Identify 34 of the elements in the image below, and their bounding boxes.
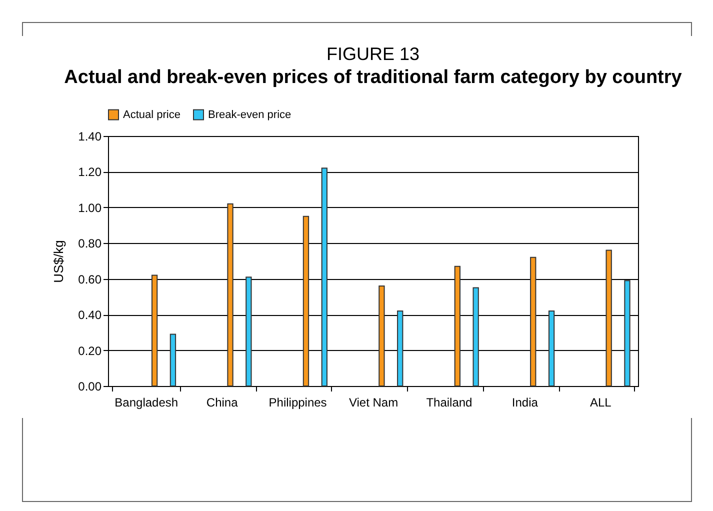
y-tick-label: 0.20 — [78, 344, 102, 358]
bar — [321, 168, 328, 386]
x-tick-label: China — [206, 396, 238, 410]
bar — [454, 266, 460, 386]
y-tick-label: 1.40 — [78, 130, 102, 144]
bar — [397, 310, 404, 386]
bar — [624, 280, 630, 386]
x-tick-label: Philippines — [268, 396, 327, 410]
legend-label: Break-even price — [208, 108, 292, 121]
y-tick-label: 1.00 — [78, 200, 102, 215]
y-tick-label: 0.80 — [78, 236, 102, 251]
x-tick-label: Viet Nam — [348, 396, 398, 410]
bar — [302, 216, 310, 386]
bar — [472, 287, 479, 386]
legend-label: Actual price — [123, 108, 180, 121]
y-tick-label: 0.60 — [78, 272, 102, 286]
bar — [151, 274, 158, 386]
bar — [378, 286, 385, 386]
x-tick-label: Thailand — [426, 396, 472, 410]
bar — [548, 310, 555, 386]
bar — [246, 276, 252, 386]
bar — [606, 250, 612, 386]
y-tick-label: 1.20 — [78, 165, 102, 180]
bar — [530, 256, 536, 386]
x-tick-label: ALL — [590, 396, 612, 410]
bar — [170, 334, 176, 386]
y-tick-label: 0.00 — [78, 380, 102, 394]
y-tick-label: 0.40 — [78, 308, 102, 322]
x-tick-label: India — [512, 396, 538, 410]
bar — [227, 203, 234, 386]
x-tick-label: Bangladesh — [114, 396, 178, 410]
chart-title: FIGURE 13 — [326, 44, 420, 64]
y-axis-title: US$/kg — [51, 240, 66, 283]
chart-subtitle: Actual and break-even prices of traditional farm category by country — [64, 67, 682, 88]
